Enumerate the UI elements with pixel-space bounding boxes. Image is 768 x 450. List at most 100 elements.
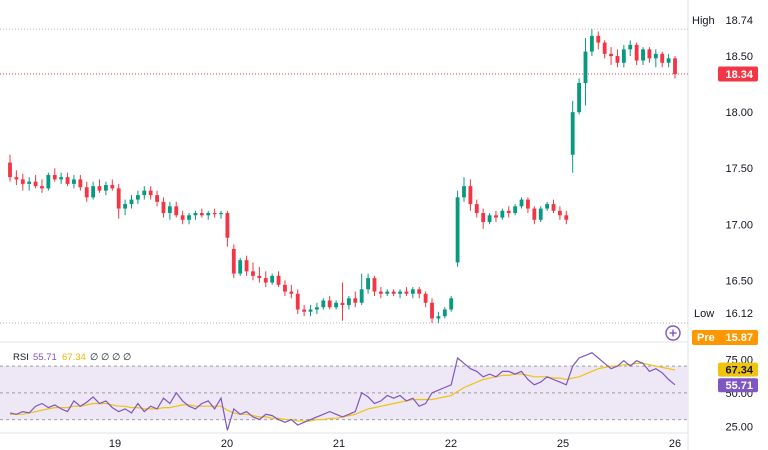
candle-body [378,291,383,294]
candle-body [385,291,390,294]
time-tick-label: 21 [333,438,345,450]
candle-body [570,112,575,155]
rsi-line [9,352,676,431]
candle-body [40,186,44,189]
rsi-tag-value: 55.71 [725,380,753,392]
candle-body [219,213,223,215]
pre-label: Pre [697,332,715,344]
candle-body [442,309,447,317]
candle-body [615,56,620,63]
candle-body [673,58,677,75]
candle-body [308,309,313,312]
rsi-legend-dot-2: ∅ [101,352,109,363]
candle-body [244,260,249,272]
rsi-legend-value: 55.71 [33,352,57,363]
candle-body [263,278,268,283]
rsi-legend-dot-1: ∅ [90,352,98,363]
time-tick-label: 26 [669,438,681,450]
candle-body [167,206,172,214]
candle-body [72,179,76,184]
candle-body [423,293,428,303]
candle-body [206,213,211,216]
candle-body [161,201,166,214]
pre-market-tag: Pre 15.87 [692,330,758,345]
candle-body [155,195,159,202]
candle-body [519,199,524,207]
candle-body [647,49,652,59]
price-tick-label: 18.50 [725,51,753,63]
candle-body [212,213,217,215]
candle-body [321,300,326,308]
candle-body [65,177,70,184]
rsi-legend: RSI 55.71 67.34 ∅ ∅ ∅ ∅ [13,352,131,363]
candle-body [398,291,402,294]
candle-body [660,53,665,63]
candle-body [346,298,351,305]
candle-body [653,53,658,59]
candle-body [302,309,307,312]
rsi-legend-dot-4: ∅ [123,352,131,363]
candle-body [257,275,262,279]
candle-body [46,174,51,189]
candle-body [634,44,639,61]
rsi-value-tag: 55.71 [718,378,758,393]
high-marker: High 18.74 [689,12,759,28]
candle-body [52,174,57,180]
candle-body [500,210,505,218]
rsi-lines-group [9,352,676,431]
candle-body [289,291,294,294]
candle-body [609,53,613,57]
price-tick-label: 18.00 [725,107,753,119]
candle-body [180,215,185,220]
rsi-ma-tag-value: 67.34 [725,365,753,377]
candle-body [148,190,153,196]
candle-body [532,208,537,220]
candle-body [455,197,460,263]
candle-body [417,289,422,294]
candle-body [129,199,134,205]
candle-body [391,291,396,294]
candle-body [506,210,511,214]
candle-body [551,204,556,211]
candle-body [372,278,377,292]
candle-body [545,204,550,209]
candle-body [187,215,191,220]
candle-body [481,213,486,223]
candle-body [20,179,25,184]
candle-body [270,275,275,283]
candle-body [14,177,19,180]
candle-body [174,206,179,216]
pre-value: 15.87 [725,332,753,344]
candle-body [404,291,409,294]
candle-body [494,215,498,218]
candle-body [641,49,645,61]
candle-body [564,215,569,220]
candle-body [276,275,281,285]
candle-body [538,208,543,220]
candle-body [193,213,198,216]
rsi-ma-tag: 67.34 [718,362,758,377]
candle-body [142,190,147,196]
time-tick-label: 20 [221,438,233,450]
candle-body [359,289,364,303]
time-tick-label: 22 [445,438,457,450]
candle-body [135,195,140,200]
candle-body [315,307,319,310]
rsi-ma-legend-value: 67.34 [62,352,86,363]
add-indicator-button[interactable] [665,325,681,341]
price-tick-label: 16.50 [725,275,753,287]
candle-body [33,181,38,187]
candle-body [110,185,115,189]
candle-body [251,271,255,276]
rsi-legend-label: RSI [13,352,29,363]
candle-body [462,186,466,198]
low-marker: Low 16.12 [689,305,759,321]
low-value: 16.12 [725,308,753,320]
rsi-legend-dot-3: ∅ [112,352,120,363]
candle-body [583,51,588,83]
candle-body [474,204,479,214]
candle-body [199,213,204,216]
candle-body [231,248,236,274]
